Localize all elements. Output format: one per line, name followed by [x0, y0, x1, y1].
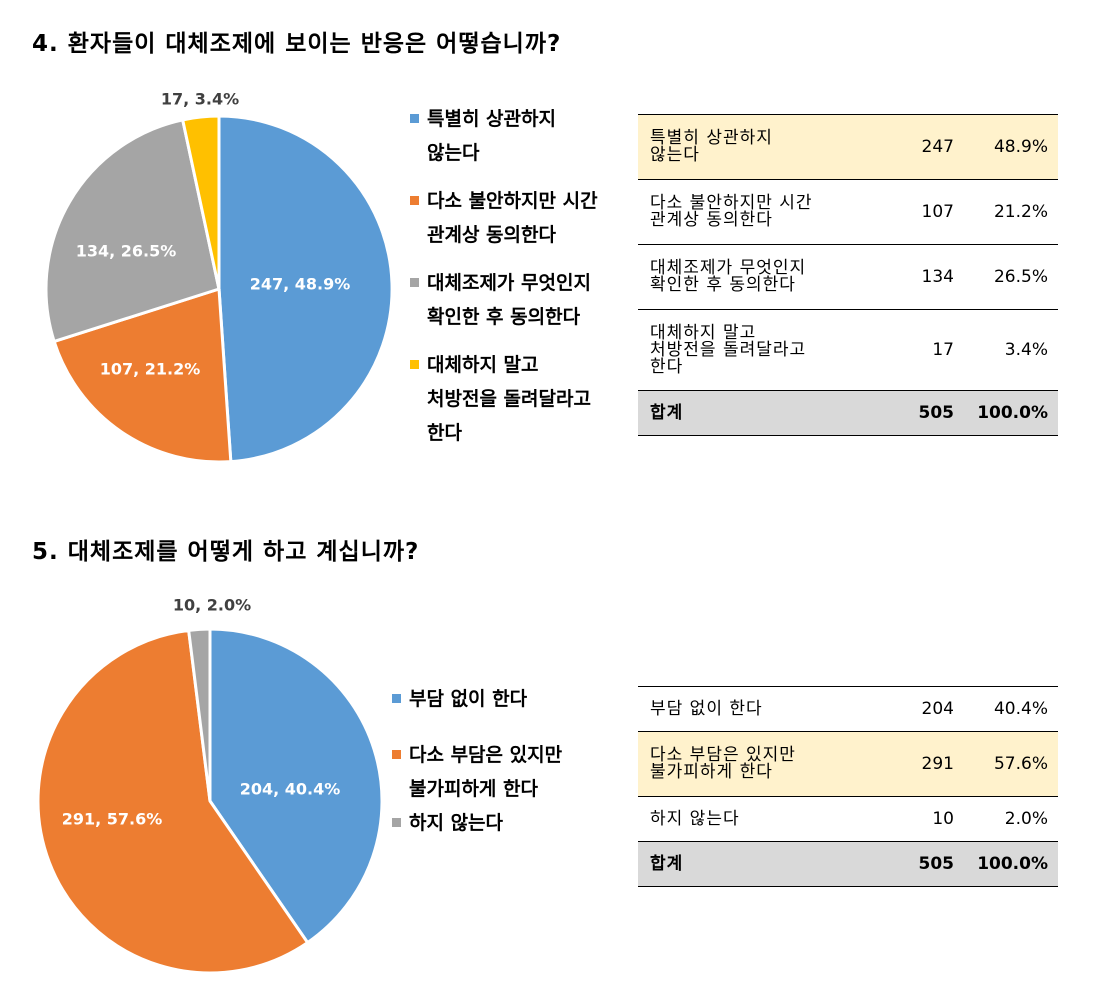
legend-item: 대체조제가 무엇인지 확인한 후 동의한다 — [410, 266, 640, 334]
legend-item: 하지 않는다 — [392, 806, 622, 840]
legend-label: 특별히 상관하지 않는다 — [427, 108, 556, 164]
legend-item: 부담 없이 한다 — [392, 682, 622, 716]
pie-slice — [52, 286, 233, 464]
table-row: 다소 부담은 있지만 불가피하게 한다 291 57.6% — [638, 731, 1058, 797]
pie-data-label: 17, 3.4% — [161, 90, 239, 109]
legend-label: 대체하지 말고 처방전을 돌려달라고 한다 — [427, 354, 591, 444]
legend-swatch — [410, 114, 419, 123]
pie-data-label: 247, 48.9% — [250, 275, 351, 294]
total-percent: 100.0% — [954, 841, 1058, 887]
pie-slice — [44, 118, 221, 344]
row-label: 다소 불안하지만 시간 관계상 동의한다 — [638, 179, 882, 245]
table-row: 부담 없이 한다 204 40.4% — [638, 686, 1058, 732]
question-4-table: 특별히 상관하지 않는다 247 48.9% 다소 불안하지만 시간 관계상 동의한다… — [638, 114, 1058, 436]
legend-label: 다소 불안하지만 시간 관계상 동의한다 — [427, 190, 598, 246]
row-percent: 48.9% — [954, 114, 1058, 180]
table-total-row: 합계 505 100.0% — [638, 390, 1058, 436]
question-4-title: 4. 환자들이 대체조제에 보이는 반응은 어떻습니까? — [32, 31, 562, 57]
row-label: 대체하지 말고 처방전을 돌려달라고 한다 — [638, 309, 882, 391]
pie-slice — [217, 114, 394, 464]
question-4-pie-chart: 247, 48.9% 107, 21.2% 134, 26.5% 17, 3.4% — [44, 90, 394, 464]
pie-data-label: 107, 21.2% — [100, 360, 201, 379]
row-count: 10 — [882, 796, 954, 842]
legend-swatch — [410, 278, 419, 287]
pie-data-label: 291, 57.6% — [62, 810, 163, 829]
pie-slice — [180, 114, 221, 290]
table-row: 특별히 상관하지 않는다 247 48.9% — [638, 114, 1058, 180]
legend-label: 부담 없이 한다 — [409, 688, 528, 710]
question-5-pie-chart: 204, 40.4% 291, 57.6% 10, 2.0% — [36, 596, 384, 975]
legend-swatch — [392, 818, 401, 827]
row-percent: 2.0% — [954, 796, 1058, 842]
total-count: 505 — [882, 841, 954, 887]
table-total-row: 합계 505 100.0% — [638, 841, 1058, 887]
table-row: 대체조제가 무엇인지 확인한 후 동의한다 134 26.5% — [638, 244, 1058, 310]
legend-swatch — [410, 196, 419, 205]
row-label: 부담 없이 한다 — [638, 686, 882, 732]
row-count: 291 — [882, 731, 954, 797]
legend-item: 다소 부담은 있지만 불가피하게 한다 — [392, 738, 622, 806]
pie-data-label: 10, 2.0% — [173, 596, 251, 615]
row-count: 17 — [882, 309, 954, 391]
row-count: 247 — [882, 114, 954, 180]
pie-data-label: 134, 26.5% — [76, 242, 177, 261]
row-count: 107 — [882, 179, 954, 245]
question-5-title: 5. 대체조제를 어떻게 하고 계십니까? — [32, 539, 420, 565]
row-percent: 57.6% — [954, 731, 1058, 797]
legend-swatch — [392, 694, 401, 703]
legend-swatch — [392, 750, 401, 759]
row-count: 204 — [882, 686, 954, 732]
legend-item: 다소 불안하지만 시간 관계상 동의한다 — [410, 184, 640, 252]
pie-slice — [186, 627, 212, 802]
pie-slice — [208, 627, 384, 945]
row-percent: 26.5% — [954, 244, 1058, 310]
legend-label: 다소 부담은 있지만 불가피하게 한다 — [409, 744, 563, 800]
legend-label: 하지 않는다 — [409, 812, 504, 834]
question-5-table: 부담 없이 한다 204 40.4% 다소 부담은 있지만 불가피하게 한다 291 57… — [638, 686, 1058, 887]
legend-label: 대체조제가 무엇인지 확인한 후 동의한다 — [427, 272, 591, 328]
total-label: 합계 — [638, 841, 882, 887]
row-count: 134 — [882, 244, 954, 310]
table-row: 다소 불안하지만 시간 관계상 동의한다 107 21.2% — [638, 179, 1058, 245]
row-percent: 21.2% — [954, 179, 1058, 245]
row-label: 하지 않는다 — [638, 796, 882, 842]
row-label: 대체조제가 무엇인지 확인한 후 동의한다 — [638, 244, 882, 310]
table-row: 대체하지 말고 처방전을 돌려달라고 한다 17 3.4% — [638, 309, 1058, 391]
table-row: 하지 않는다 10 2.0% — [638, 796, 1058, 842]
total-label: 합계 — [638, 390, 882, 436]
pie-slice — [36, 628, 310, 975]
legend-item: 특별히 상관하지 않는다 — [410, 102, 640, 170]
row-percent: 3.4% — [954, 309, 1058, 391]
pie-data-label: 204, 40.4% — [240, 780, 341, 799]
legend-item: 대체하지 말고 처방전을 돌려달라고 한다 — [410, 348, 640, 450]
row-label: 다소 부담은 있지만 불가피하게 한다 — [638, 731, 882, 797]
row-percent: 40.4% — [954, 686, 1058, 732]
total-percent: 100.0% — [954, 390, 1058, 436]
legend-swatch — [410, 360, 419, 369]
total-count: 505 — [882, 390, 954, 436]
row-label: 특별히 상관하지 않는다 — [638, 114, 882, 180]
